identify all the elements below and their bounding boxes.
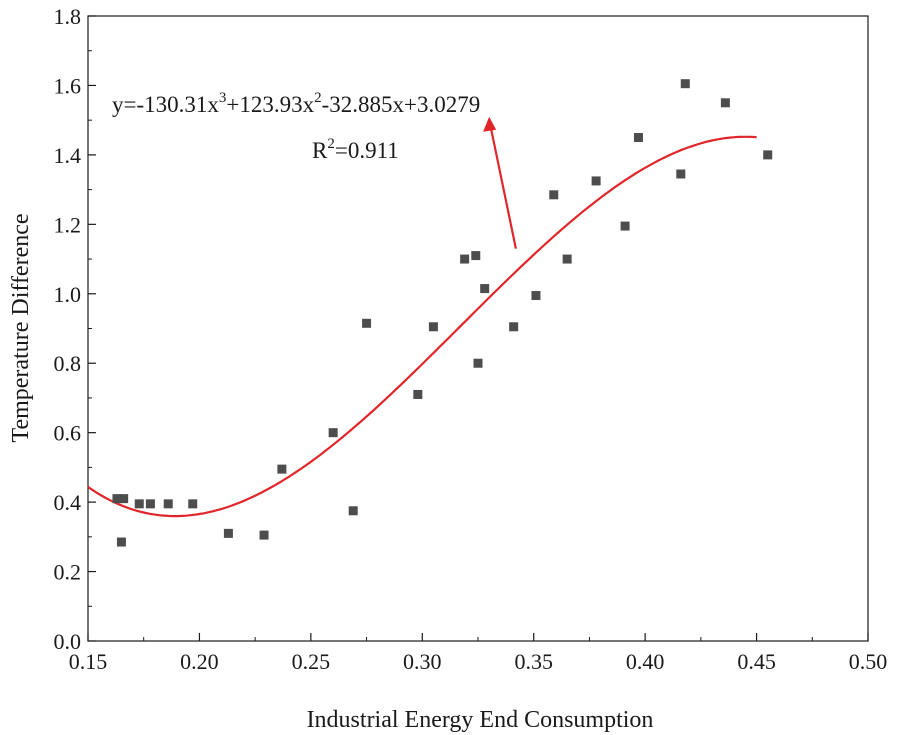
data-point: [163, 499, 173, 509]
y-tick-label: 0.0: [54, 629, 82, 654]
x-tick-label: 0.25: [292, 649, 331, 674]
data-point: [509, 322, 519, 332]
r-squared-label: R2=0.911: [312, 136, 399, 163]
data-point: [112, 494, 122, 504]
data-point: [116, 537, 126, 547]
data-point: [549, 190, 559, 200]
x-tick-label: 0.15: [69, 649, 108, 674]
data-point: [328, 428, 338, 438]
data-point: [413, 389, 423, 399]
data-point: [471, 251, 481, 261]
x-tick-label: 0.50: [849, 649, 888, 674]
y-tick-label: 0.2: [54, 560, 82, 585]
data-point: [348, 506, 358, 516]
data-point: [134, 499, 144, 509]
y-tick-label: 0.4: [54, 490, 82, 515]
data-point: [531, 291, 541, 301]
data-point: [277, 464, 287, 474]
x-axis-title: Industrial Energy End Consumption: [307, 707, 654, 733]
data-point: [562, 254, 572, 264]
axes-layer: 0.15 0.20 0.25 0.30 0.35 0.40 0.45 0.50 0.0 0.2 0.…: [54, 4, 888, 674]
arrow-line: [489, 126, 517, 249]
y-tick-label: 0.6: [54, 421, 82, 446]
data-point: [591, 176, 601, 186]
data-point: [145, 499, 155, 509]
y-tick-label: 0.8: [54, 351, 82, 376]
data-point: [676, 169, 686, 179]
data-point: [480, 284, 490, 294]
annotation-layer: y=-130.31x3+123.93x2-32.885x+3.0279 R2=0…: [112, 90, 517, 249]
data-point: [428, 322, 438, 332]
x-tick-label: 0.35: [514, 649, 553, 674]
y-tick-label: 1.6: [54, 73, 82, 98]
x-tick-label: 0.20: [180, 649, 219, 674]
data-point: [620, 221, 630, 231]
data-point: [362, 318, 372, 328]
data-point: [680, 79, 690, 89]
fit-curve-line: [87, 135, 757, 518]
y-tick-label: 1.2: [54, 212, 82, 237]
data-point: [188, 499, 198, 509]
data-point: [473, 358, 483, 368]
x-tick-label: 0.30: [403, 649, 442, 674]
fit-equation-label: y=-130.31x3+123.93x2-32.885x+3.0279: [112, 90, 480, 117]
data-points-layer: [112, 79, 773, 547]
data-point: [119, 494, 129, 504]
y-axis-title: Temperature Difference: [8, 213, 34, 442]
data-point: [763, 150, 773, 160]
x-tick-label: 0.45: [737, 649, 776, 674]
data-point: [720, 98, 730, 108]
data-point: [633, 133, 643, 143]
data-point: [259, 530, 269, 540]
data-point: [223, 528, 233, 538]
arrow-head: [483, 116, 497, 132]
y-tick-label: 1.8: [54, 4, 82, 29]
x-tick-label: 0.40: [626, 649, 665, 674]
fit-curve-layer: [87, 135, 757, 518]
data-point: [460, 254, 470, 264]
y-tick-label: 1.4: [54, 143, 82, 168]
y-tick-label: 1.0: [54, 282, 82, 307]
